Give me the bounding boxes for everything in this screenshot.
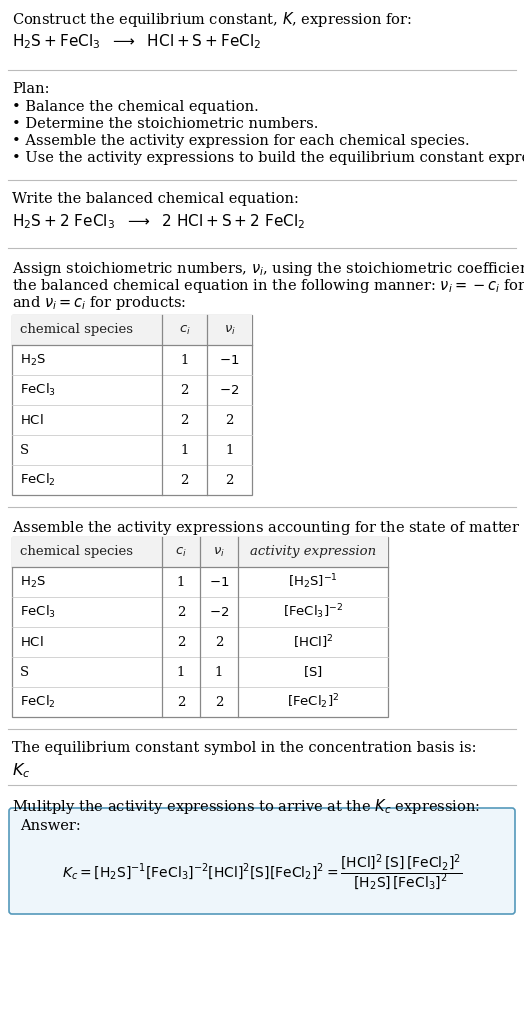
Text: 2: 2 [215, 696, 223, 709]
Text: $\mathrm{FeCl_2}$: $\mathrm{FeCl_2}$ [20, 694, 56, 710]
Text: $\mathrm{FeCl_3}$: $\mathrm{FeCl_3}$ [20, 604, 56, 620]
FancyBboxPatch shape [9, 807, 515, 914]
Text: $\mathrm{FeCl_3}$: $\mathrm{FeCl_3}$ [20, 382, 56, 398]
Text: Write the balanced chemical equation:: Write the balanced chemical equation: [12, 192, 299, 206]
Text: $\mathrm{HCl}$: $\mathrm{HCl}$ [20, 635, 43, 649]
Text: $\mathrm{H_2S + 2\ FeCl_3}$  $\longrightarrow$  $\mathrm{2\ HCl + S + 2\ FeCl_2}: $\mathrm{H_2S + 2\ FeCl_3}$ $\longrighta… [12, 212, 305, 231]
Bar [12, 537, 388, 717]
Text: $\nu_i$: $\nu_i$ [213, 545, 225, 558]
Text: $\mathrm{FeCl_2}$: $\mathrm{FeCl_2}$ [20, 472, 56, 488]
Text: 1: 1 [225, 443, 234, 457]
Text: The equilibrium constant symbol in the concentration basis is:: The equilibrium constant symbol in the c… [12, 741, 476, 755]
Text: • Assemble the activity expression for each chemical species.: • Assemble the activity expression for e… [12, 134, 470, 148]
Text: 1: 1 [177, 576, 185, 589]
Text: activity expression: activity expression [250, 545, 376, 558]
Text: 1: 1 [180, 443, 189, 457]
Text: chemical species: chemical species [20, 545, 133, 558]
Text: S: S [20, 665, 29, 678]
Text: Plan:: Plan: [12, 82, 49, 96]
Text: • Balance the chemical equation.: • Balance the chemical equation. [12, 100, 259, 114]
Text: $-1$: $-1$ [220, 354, 239, 366]
Bar [12, 315, 252, 345]
Text: the balanced chemical equation in the following manner: $\nu_i = -c_i$ for react: the balanced chemical equation in the fo… [12, 277, 524, 295]
Text: $c_i$: $c_i$ [175, 545, 187, 558]
Text: 2: 2 [225, 414, 234, 426]
Text: $K_c = [\mathrm{H_2S}]^{-1}[\mathrm{FeCl_3}]^{-2}[\mathrm{HCl}]^{2}[\mathrm{S}][: $K_c = [\mathrm{H_2S}]^{-1}[\mathrm{FeCl… [62, 853, 462, 893]
Text: Mulitply the activity expressions to arrive at the $K_c$ expression:: Mulitply the activity expressions to arr… [12, 797, 480, 816]
Text: • Use the activity expressions to build the equilibrium constant expression.: • Use the activity expressions to build … [12, 151, 524, 165]
Text: 1: 1 [215, 665, 223, 678]
Text: S: S [20, 443, 29, 457]
Text: $\mathrm{H_2S}$: $\mathrm{H_2S}$ [20, 575, 46, 590]
Text: 2: 2 [225, 474, 234, 486]
Text: $[\mathrm{H_2S}]^{-1}$: $[\mathrm{H_2S}]^{-1}$ [288, 573, 338, 591]
Text: Answer:: Answer: [20, 819, 81, 833]
Text: 2: 2 [177, 696, 185, 709]
Text: $[\mathrm{HCl}]^{2}$: $[\mathrm{HCl}]^{2}$ [293, 634, 333, 651]
Text: 2: 2 [177, 636, 185, 649]
Text: chemical species: chemical species [20, 323, 133, 337]
Text: and $\nu_i = c_i$ for products:: and $\nu_i = c_i$ for products: [12, 294, 187, 312]
Text: $-2$: $-2$ [209, 605, 229, 618]
Text: $c_i$: $c_i$ [179, 323, 190, 337]
Text: Assign stoichiometric numbers, $\nu_i$, using the stoichiometric coefficients, $: Assign stoichiometric numbers, $\nu_i$, … [12, 260, 524, 278]
Text: $\mathrm{H_2S + FeCl_3}$  $\longrightarrow$  $\mathrm{HCl + S + FeCl_2}$: $\mathrm{H_2S + FeCl_3}$ $\longrightarro… [12, 32, 261, 51]
Text: $[\mathrm{FeCl_2}]^{2}$: $[\mathrm{FeCl_2}]^{2}$ [287, 693, 339, 711]
Text: Assemble the activity expressions accounting for the state of matter and $\nu_i$: Assemble the activity expressions accoun… [12, 519, 524, 537]
Text: 2: 2 [177, 605, 185, 618]
Text: • Determine the stoichiometric numbers.: • Determine the stoichiometric numbers. [12, 117, 319, 131]
Text: 2: 2 [215, 636, 223, 649]
Text: $[\mathrm{FeCl_3}]^{-2}$: $[\mathrm{FeCl_3}]^{-2}$ [283, 603, 343, 621]
Text: 2: 2 [180, 414, 189, 426]
Text: 2: 2 [180, 474, 189, 486]
Text: $K_c$: $K_c$ [12, 761, 30, 780]
Text: Construct the equilibrium constant, $K$, expression for:: Construct the equilibrium constant, $K$,… [12, 10, 412, 29]
Text: $[\mathrm{S}]$: $[\mathrm{S}]$ [303, 664, 323, 679]
Text: 1: 1 [180, 354, 189, 366]
Text: $\mathrm{H_2S}$: $\mathrm{H_2S}$ [20, 353, 46, 367]
Text: $\nu_i$: $\nu_i$ [224, 323, 235, 337]
Text: $\mathrm{HCl}$: $\mathrm{HCl}$ [20, 413, 43, 427]
Text: 2: 2 [180, 383, 189, 397]
Text: $-2$: $-2$ [220, 383, 239, 397]
Bar [12, 315, 252, 495]
Text: $-1$: $-1$ [209, 576, 229, 589]
Text: 1: 1 [177, 665, 185, 678]
Bar [12, 537, 388, 567]
